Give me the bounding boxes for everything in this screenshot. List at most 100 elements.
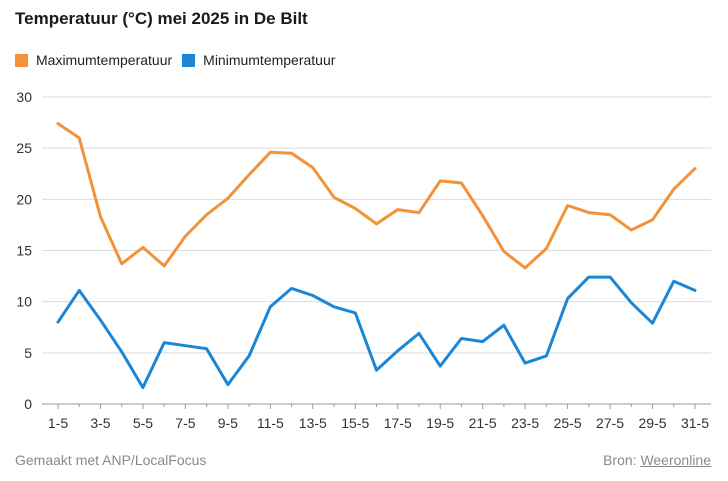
series-line-min	[56, 275, 697, 390]
data-point-max	[99, 215, 102, 218]
data-point-max	[609, 213, 612, 216]
data-point-min	[269, 305, 272, 308]
data-point-max	[587, 211, 590, 214]
x-tick-label: 19-5	[426, 415, 454, 431]
x-tick-label: 7-5	[175, 415, 195, 431]
data-point-min	[587, 276, 590, 279]
data-point-min	[460, 337, 463, 340]
x-tick-label: 13-5	[299, 415, 327, 431]
data-point-max	[672, 188, 675, 191]
y-tick-label: 30	[16, 89, 32, 105]
data-point-max	[524, 266, 527, 269]
data-point-min	[290, 287, 293, 290]
x-tick-label: 5-5	[133, 415, 153, 431]
data-point-max	[78, 136, 81, 139]
data-point-max	[311, 166, 314, 169]
data-point-max	[694, 167, 697, 170]
data-point-max	[184, 235, 187, 238]
x-tick-label: 3-5	[90, 415, 110, 431]
data-point-min	[226, 383, 229, 386]
y-tick-label: 5	[24, 345, 32, 361]
data-point-max	[502, 250, 505, 253]
y-tick-label: 20	[16, 191, 32, 207]
x-tick-label: 11-5	[257, 415, 284, 431]
data-point-max	[375, 222, 378, 225]
x-tick-label: 31-5	[681, 415, 709, 431]
data-point-min	[417, 332, 420, 335]
data-point-min	[396, 349, 399, 352]
data-point-min	[566, 297, 569, 300]
legend: Maximumtemperatuur Minimumtemperatuur	[15, 52, 345, 68]
legend-swatch-min	[182, 53, 196, 67]
data-point-min	[248, 354, 251, 357]
x-tick-label: 29-5	[639, 415, 667, 431]
x-tick-label: 9-5	[218, 415, 238, 431]
data-point-max	[120, 262, 123, 265]
data-point-min	[481, 340, 484, 343]
data-point-max	[460, 181, 463, 184]
y-tick-label: 15	[16, 243, 32, 259]
data-point-min	[311, 294, 314, 297]
data-point-min	[99, 319, 102, 322]
y-tick-label: 0	[24, 396, 32, 412]
data-point-max	[566, 204, 569, 207]
data-point-min	[651, 322, 654, 325]
data-point-max	[290, 152, 293, 155]
x-tick-label: 27-5	[596, 415, 624, 431]
y-tick-label: 10	[16, 294, 32, 310]
data-point-min	[502, 324, 505, 327]
data-point-max	[481, 214, 484, 217]
source-link[interactable]: Weeronline	[640, 452, 711, 468]
legend-swatch-max	[15, 53, 28, 67]
data-point-max	[248, 173, 251, 176]
data-point-max	[333, 196, 336, 199]
data-point-max	[163, 264, 166, 267]
chart-title: Temperatuur (°C) mei 2025 in De Bilt	[15, 9, 308, 28]
data-point-min	[524, 362, 527, 365]
data-point-min	[609, 276, 612, 279]
data-point-min	[57, 321, 60, 324]
x-tick-label: 23-5	[511, 415, 539, 431]
data-point-max	[651, 218, 654, 221]
legend-label-max: Maximumtemperatuur	[36, 52, 173, 68]
data-point-min	[630, 301, 633, 304]
data-point-max	[226, 197, 229, 200]
x-tick-label: 15-5	[341, 415, 369, 431]
data-point-min	[694, 289, 697, 292]
data-point-min	[120, 350, 123, 353]
data-point-min	[78, 289, 81, 292]
data-point-max	[141, 246, 144, 249]
data-point-min	[672, 280, 675, 283]
x-tick-label: 21-5	[469, 415, 497, 431]
data-point-max	[205, 213, 208, 216]
data-point-max	[269, 151, 272, 154]
data-point-min	[184, 344, 187, 347]
x-tick-label: 25-5	[554, 415, 582, 431]
x-tick-label: 17-5	[384, 415, 412, 431]
data-point-min	[439, 365, 442, 368]
data-point-max	[417, 211, 420, 214]
source: Bron: Weeronline	[603, 452, 711, 468]
data-point-min	[354, 311, 357, 314]
data-point-min	[375, 369, 378, 372]
legend-item-max: Maximumtemperatuur	[15, 52, 172, 68]
source-label: Bron:	[603, 452, 637, 468]
data-point-min	[163, 341, 166, 344]
data-point-min	[141, 386, 144, 389]
data-point-max	[396, 208, 399, 211]
legend-item-min: Minimumtemperatuur	[182, 52, 335, 68]
data-point-min	[205, 347, 208, 350]
series-line-max	[56, 122, 697, 270]
data-point-max	[630, 229, 633, 232]
legend-label-min: Minimumtemperatuur	[203, 52, 336, 68]
data-point-max	[545, 247, 548, 250]
x-tick-label: 1-5	[48, 415, 68, 431]
data-point-min	[333, 305, 336, 308]
data-point-min	[545, 354, 548, 357]
data-point-max	[439, 179, 442, 182]
y-tick-label: 25	[16, 140, 32, 156]
data-point-max	[354, 207, 357, 210]
credit-text: Gemaakt met ANP/LocalFocus	[15, 452, 207, 468]
data-point-max	[57, 122, 60, 125]
